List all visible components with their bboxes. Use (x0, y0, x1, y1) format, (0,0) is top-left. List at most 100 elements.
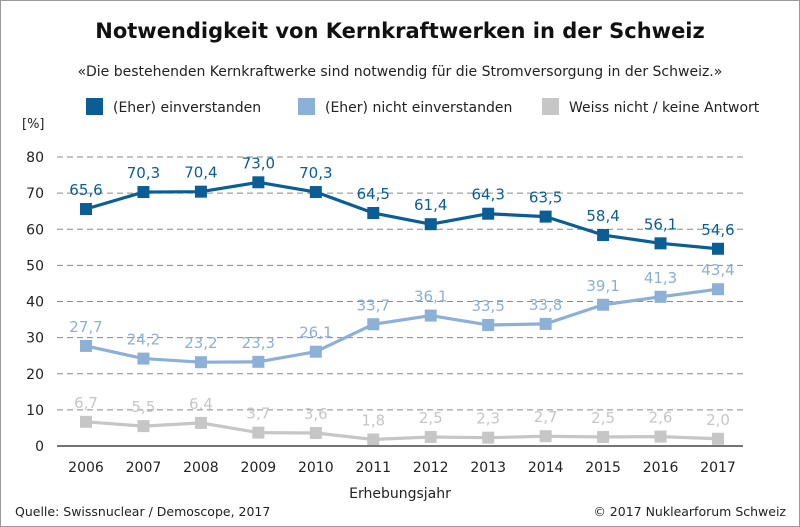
data-label: 65,6 (69, 181, 102, 199)
data-label: 6,4 (189, 395, 213, 413)
data-point (712, 283, 724, 296)
x-tick-label: 2016 (643, 460, 679, 476)
legend-swatch (86, 98, 103, 115)
data-point (712, 242, 724, 255)
data-label: 70,4 (184, 164, 217, 182)
legend-swatch (542, 98, 559, 115)
data-label: 2,7 (534, 408, 558, 426)
legend-item: Weiss nicht / keine Antwort (542, 98, 760, 116)
data-label: 2,6 (649, 409, 673, 427)
data-point (309, 426, 322, 439)
data-point (194, 416, 207, 429)
y-tick-label: 60 (26, 222, 44, 238)
data-point (482, 207, 495, 220)
y-axis-unit: [%] (22, 117, 45, 132)
x-tick-label: 2017 (700, 460, 736, 476)
data-label: 23,2 (184, 334, 217, 352)
legend-item: (Eher) nicht einverstanden (298, 98, 512, 116)
data-point (137, 186, 150, 199)
y-tick-label: 10 (26, 403, 44, 419)
x-tick-label: 2013 (470, 460, 506, 476)
series-line (85, 420, 719, 442)
data-point (194, 356, 207, 369)
data-label: 2,3 (476, 410, 500, 428)
data-label: 23,3 (242, 334, 275, 352)
series-3: 6,7 5,5 6,4 3,7 3,6 1,8 2,5 2,3 2,7 2,5 2,6 2,0 (74, 394, 730, 446)
data-point (367, 206, 380, 219)
data-point (482, 318, 495, 331)
data-point (712, 432, 724, 445)
data-point (367, 318, 380, 331)
y-axis-ticks: 0 10 20 30 40 50 60 70 80 (26, 150, 44, 455)
data-label: 70,3 (299, 164, 332, 182)
data-point (367, 433, 380, 446)
y-tick-label: 30 (26, 331, 44, 347)
data-point (137, 352, 150, 365)
data-label: 63,5 (529, 189, 562, 207)
data-label: 24,2 (127, 331, 160, 349)
data-point (424, 309, 437, 322)
legend-label: Weiss nicht / keine Antwort (569, 100, 760, 116)
legend-label: (Eher) nicht einverstanden (325, 100, 512, 116)
data-label: 73,0 (242, 154, 275, 172)
data-point (539, 210, 552, 223)
data-label: 1,8 (361, 411, 385, 429)
x-tick-label: 2009 (241, 460, 277, 476)
data-label: 26,1 (299, 324, 332, 342)
x-tick-label: 2010 (298, 460, 334, 476)
data-point (482, 431, 495, 444)
series-line (85, 180, 719, 251)
series-1: 65,6 70,3 70,4 73,0 70,3 64,5 61,4 64,3 63,5 58,4… (69, 154, 735, 255)
data-point (654, 430, 667, 443)
data-label: 2,0 (706, 411, 730, 429)
data-label: 41,3 (644, 269, 677, 287)
chart-title: Notwendigkeit von Kernkraftwerken in der… (95, 19, 704, 43)
y-tick-label: 70 (26, 186, 44, 202)
gridlines (57, 156, 743, 447)
data-point (309, 345, 322, 358)
data-point (597, 430, 610, 443)
x-tick-label: 2008 (183, 460, 219, 476)
data-label: 39,1 (586, 277, 619, 295)
chart-subtitle: «Die bestehenden Kernkraftwerke sind not… (78, 64, 723, 80)
data-label: 33,7 (357, 296, 390, 314)
x-tick-label: 2006 (68, 460, 104, 476)
x-axis-ticks: 2006 2007 2008 2009 2010 2011 2012 2013 2014 2015… (68, 460, 736, 476)
x-tick-label: 2011 (355, 460, 391, 476)
data-point (539, 430, 552, 443)
data-point (597, 298, 610, 311)
data-label: 5,5 (132, 398, 156, 416)
y-tick-label: 50 (26, 258, 44, 274)
data-label: 64,5 (357, 185, 390, 203)
data-point (654, 237, 667, 250)
series-line (85, 287, 719, 364)
data-label: 2,5 (419, 409, 443, 427)
data-label: 3,6 (304, 405, 328, 423)
y-tick-label: 80 (26, 150, 44, 166)
series-group: 65,6 70,3 70,4 73,0 70,3 64,5 61,4 64,3 63,5 58,4… (69, 154, 735, 446)
legend-swatch (298, 98, 315, 115)
data-label: 61,4 (414, 196, 447, 214)
data-point (80, 415, 92, 428)
data-label: 43,4 (701, 261, 734, 279)
y-tick-label: 40 (26, 295, 44, 311)
data-point (424, 430, 437, 443)
data-label: 70,3 (127, 164, 160, 182)
data-label: 2,5 (591, 409, 615, 427)
data-point (309, 186, 322, 199)
data-point (137, 420, 150, 433)
data-point (252, 355, 265, 368)
data-point (194, 185, 207, 198)
x-tick-label: 2014 (528, 460, 564, 476)
legend-label: (Eher) einverstanden (113, 100, 261, 116)
data-label: 27,7 (69, 318, 102, 336)
data-point (252, 176, 265, 189)
legend: (Eher) einverstanden (Eher) nicht einvers… (86, 98, 760, 116)
x-tick-label: 2012 (413, 460, 449, 476)
data-label: 54,6 (701, 221, 734, 239)
source-note: Quelle: Swissnuclear / Demoscope, 2017 (15, 504, 270, 519)
data-point (252, 426, 265, 439)
data-label: 36,1 (414, 288, 447, 306)
series-2: 27,7 24,2 23,2 23,3 26,1 33,7 36,1 33,5 33,8 39,1… (69, 261, 735, 369)
copyright-note: © 2017 Nuklearforum Schweiz (593, 504, 786, 519)
